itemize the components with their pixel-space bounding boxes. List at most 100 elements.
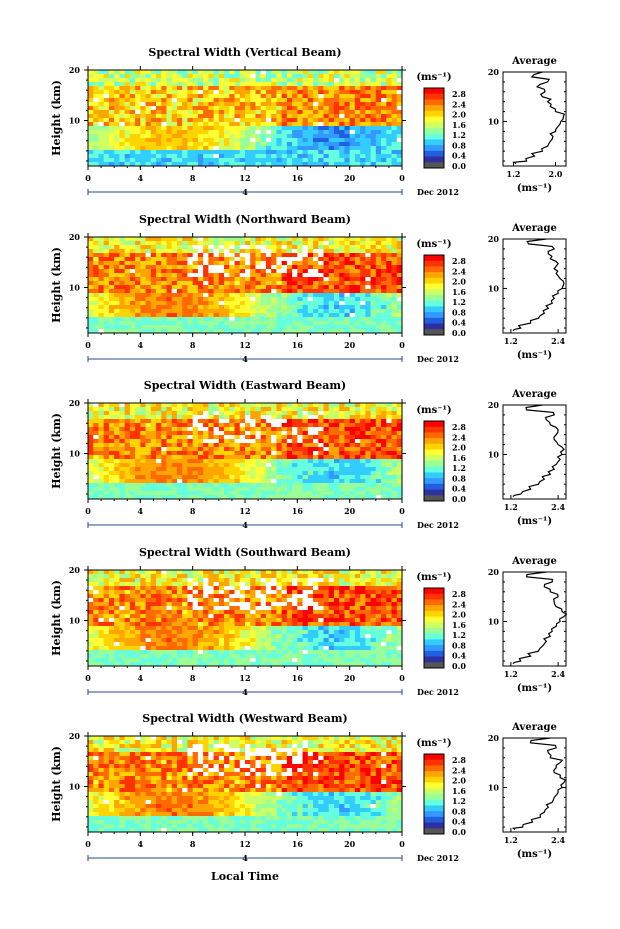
heatmap-cell <box>135 146 141 151</box>
heatmap-cell <box>349 265 356 270</box>
heatmap-cell <box>140 321 146 326</box>
heatmap-cell <box>297 82 303 87</box>
heatmap-cell <box>114 606 120 611</box>
heatmap-cell <box>88 479 94 484</box>
heatmap-cell <box>333 162 340 167</box>
heatmap-cell <box>150 447 157 452</box>
heatmap-cell <box>245 435 251 440</box>
heatmap-cell <box>171 487 178 492</box>
heatmap-cell <box>114 594 120 599</box>
heatmap-cell <box>229 415 235 420</box>
heatmap-cell <box>328 98 335 103</box>
heatmap-cell <box>265 467 272 472</box>
heatmap-cell <box>103 142 110 147</box>
heatmap-cell <box>108 646 115 651</box>
heatmap-cell <box>349 313 356 318</box>
heatmap-cell <box>140 646 146 651</box>
heatmap-cell <box>396 305 403 310</box>
heatmap-cell <box>260 74 267 79</box>
heatmap-cell <box>88 634 94 639</box>
heatmap-cell <box>103 297 110 302</box>
heatmap-cell <box>286 82 293 87</box>
heatmap-cell <box>276 431 283 436</box>
heatmap-cell <box>375 261 382 266</box>
heatmap-cell <box>250 313 256 318</box>
heatmap-cell <box>93 598 99 603</box>
colorbar-swatch <box>424 300 444 307</box>
heatmap-cell <box>386 443 392 448</box>
heatmap-cell <box>119 642 126 647</box>
heatmap-cell <box>328 249 335 254</box>
heatmap-cell <box>218 162 225 167</box>
heatmap-cell <box>208 78 214 83</box>
heatmap-cell <box>208 483 214 488</box>
heatmap-cell <box>197 150 204 155</box>
heatmap-cell <box>103 162 110 167</box>
heatmap-cell <box>197 329 204 334</box>
heatmap-cell <box>203 411 209 416</box>
x-tick-label: 0 <box>85 506 91 516</box>
heatmap-cell <box>375 98 382 103</box>
heatmap-cell <box>349 257 356 262</box>
heatmap-cell <box>208 285 214 290</box>
heatmap-cell <box>286 74 293 79</box>
heatmap-cell <box>150 257 157 262</box>
heatmap-cell <box>396 269 403 274</box>
colorbar-swatch <box>424 455 444 462</box>
heatmap-cell <box>250 447 256 452</box>
heatmap-cell <box>255 475 262 480</box>
heatmap-cell <box>124 419 131 424</box>
heatmap-cell <box>229 122 235 127</box>
y-tick-label: 20 <box>69 65 81 75</box>
heatmap-cell <box>375 495 382 500</box>
heatmap-cell <box>213 82 220 87</box>
heatmap-cell <box>302 443 309 448</box>
heatmap-cell <box>140 325 146 330</box>
heatmap-cell <box>203 451 209 456</box>
heatmap-cell <box>339 479 345 484</box>
heatmap-cell <box>250 495 256 500</box>
heatmap-cell <box>292 118 298 123</box>
heatmap-cell <box>229 253 235 258</box>
colorbar-unit: (ms⁻¹) <box>416 72 451 83</box>
colorbar-swatch <box>424 295 444 302</box>
heatmap-cell <box>250 114 256 119</box>
heatmap-cell <box>375 241 382 246</box>
heatmap-cell <box>161 475 167 480</box>
heatmap-cell <box>176 407 183 412</box>
heatmap-cell <box>93 582 99 587</box>
heatmap-cell <box>370 110 377 115</box>
heatmap-cell <box>124 602 131 607</box>
heatmap-cell <box>224 110 230 115</box>
heatmap-cell <box>124 662 131 667</box>
heatmap-cell <box>365 321 371 326</box>
heatmap-cell <box>229 329 235 334</box>
heatmap-cell <box>239 305 246 310</box>
heatmap-cell <box>88 598 94 603</box>
heatmap-cell <box>135 253 141 258</box>
heatmap-cell <box>98 102 105 107</box>
heatmap-cell <box>124 610 131 615</box>
heatmap-cell <box>344 455 351 460</box>
heatmap-cell <box>234 126 241 131</box>
heatmap-cell <box>381 150 387 155</box>
heatmap-cell <box>208 82 214 87</box>
heatmap-cell <box>224 459 230 464</box>
heatmap-cell <box>349 122 356 127</box>
heatmap-cell <box>276 154 283 159</box>
heatmap-cell <box>260 435 267 440</box>
heatmap-cell <box>208 427 214 432</box>
heatmap-cell <box>150 435 157 440</box>
heatmap-cell <box>276 475 283 480</box>
heatmap-cell <box>307 289 314 294</box>
heatmap-cell <box>307 154 314 159</box>
heatmap-cell <box>124 427 131 432</box>
heatmap-cell <box>171 431 178 436</box>
heatmap-cell <box>260 130 267 135</box>
heatmap-cell <box>161 94 167 99</box>
heatmap-cell <box>156 138 162 143</box>
heatmap-cell <box>333 495 340 500</box>
heatmap-cell <box>98 407 105 412</box>
heatmap-cell <box>245 463 251 468</box>
heatmap-cell <box>292 325 298 330</box>
